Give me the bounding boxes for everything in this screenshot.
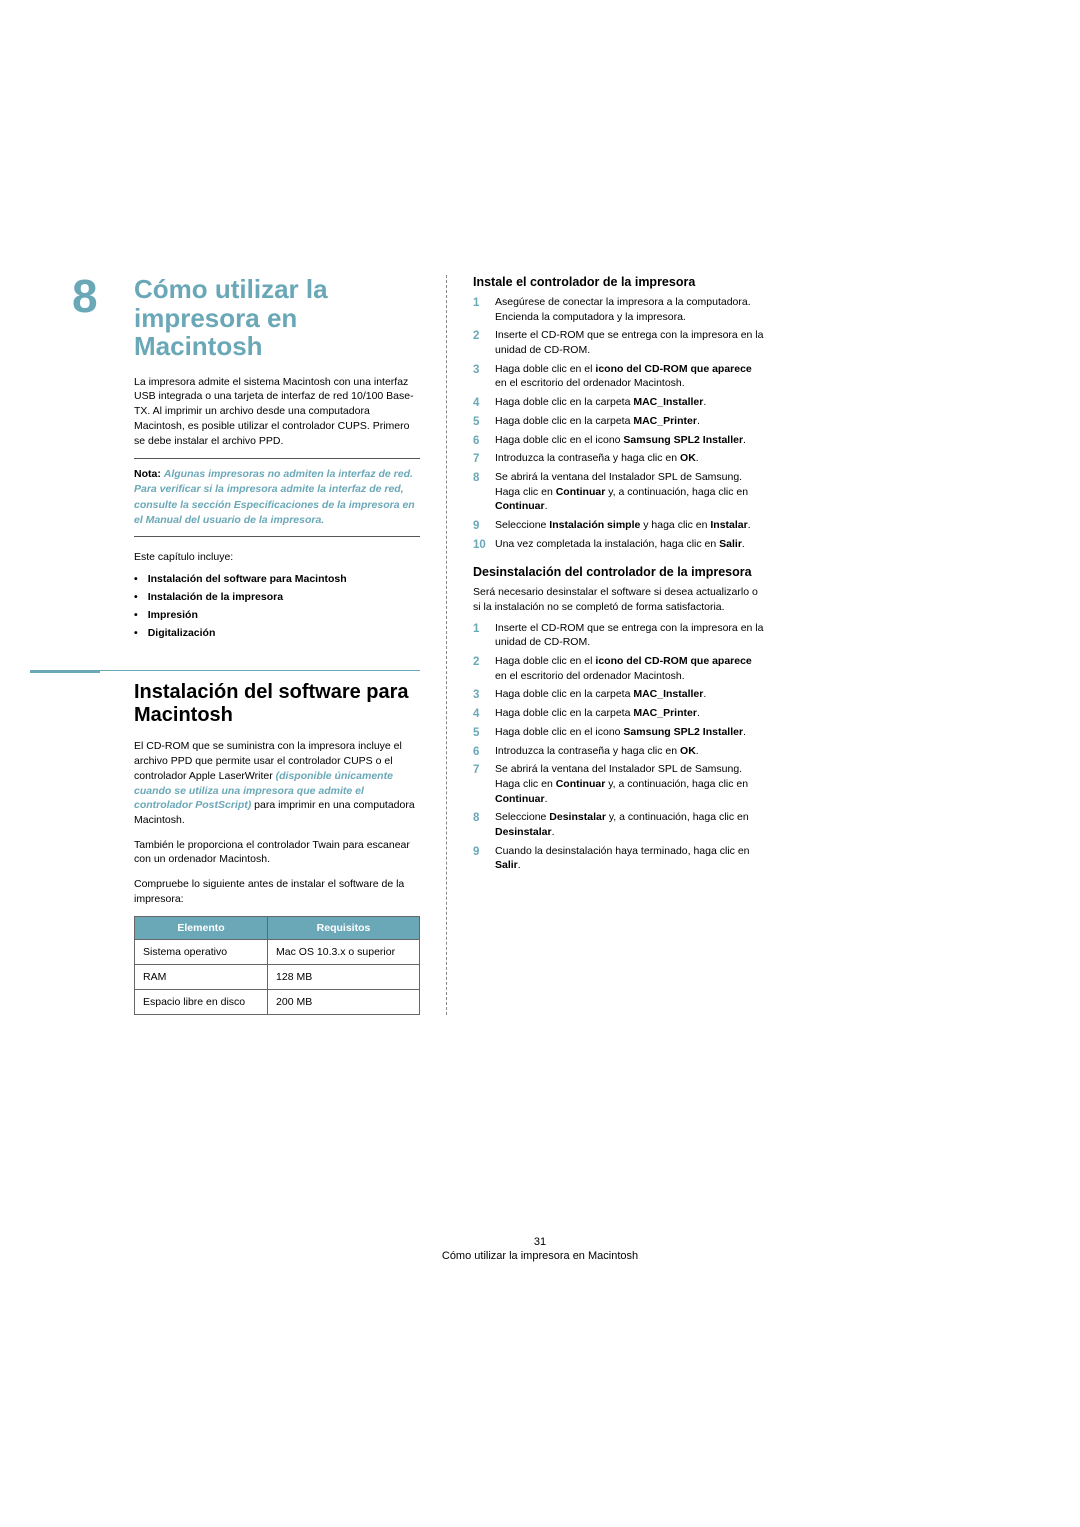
step-text: Haga doble clic en la carpeta MAC_Instal… [495, 396, 706, 408]
step-text: Seleccione Desinstalar y, a continuación… [495, 811, 749, 838]
step-text: Asegúrese de conectar la impresora a la … [495, 296, 751, 323]
step-number: 1 [473, 295, 479, 311]
step-item: 2 Inserte el CD-ROM que se entrega con la… [473, 328, 766, 357]
step-item: 6 Introduzca la contraseña y haga clic en… [473, 744, 766, 759]
step-text: Haga doble clic en el icono Samsung SPL2… [495, 726, 746, 738]
includes-intro: Este capítulo incluye: [134, 551, 420, 563]
step-text: Haga doble clic en el icono Samsung SPL2… [495, 434, 746, 446]
step-item: 5 Haga doble clic en el icono Samsung SPL… [473, 725, 766, 740]
step-number: 6 [473, 433, 479, 449]
section-para: El CD-ROM que se suministra con la impre… [134, 739, 420, 827]
step-item: 5 Haga doble clic en la carpeta MAC_Print… [473, 414, 766, 429]
table-header: Elemento [135, 917, 268, 940]
step-number: 4 [473, 395, 479, 411]
table-cell: Sistema operativo [135, 940, 268, 965]
step-text: Haga doble clic en la carpeta MAC_Instal… [495, 688, 706, 700]
uninstall-intro: Será necesario desinstalar el software s… [473, 585, 766, 614]
requirements-table: Elemento Requisitos Sistema operativo Ma… [134, 916, 420, 1015]
section-para: También le proporciona el controlador Tw… [134, 838, 420, 867]
step-number: 8 [473, 470, 479, 486]
step-item: 4 Haga doble clic en la carpeta MAC_Insta… [473, 395, 766, 410]
step-text: Introduzca la contraseña y haga clic en … [495, 745, 699, 757]
step-item: 2 Haga doble clic en el icono del CD-ROM … [473, 654, 766, 683]
step-text: Haga doble clic en el icono del CD-ROM q… [495, 363, 752, 390]
step-number: 3 [473, 362, 479, 378]
step-item: 9 Cuando la desinstalación haya terminado… [473, 844, 766, 873]
step-text: Haga doble clic en el icono del CD-ROM q… [495, 655, 752, 682]
step-number: 7 [473, 762, 479, 778]
step-number: 2 [473, 328, 479, 344]
chapter-title: Cómo utilizar la impresora en Macintosh [134, 275, 420, 361]
step-number: 4 [473, 706, 479, 722]
section-title: Instalación del software para Macintosh [134, 681, 420, 727]
table-cell: 128 MB [268, 965, 420, 990]
note-box: Nota: Algunas impresoras no admiten la i… [134, 458, 420, 537]
table-header: Requisitos [268, 917, 420, 940]
step-number: 2 [473, 654, 479, 670]
step-number: 1 [473, 621, 479, 637]
toc-list: Instalación del software para Macintosh … [134, 571, 420, 642]
note-body: Algunas impresoras no admiten la interfa… [134, 468, 415, 526]
step-text: Una vez completada la instalación, haga … [495, 538, 745, 550]
table-row: RAM 128 MB [135, 965, 420, 990]
table-row: Sistema operativo Mac OS 10.3.x o superi… [135, 940, 420, 965]
step-number: 6 [473, 744, 479, 760]
table-row: Espacio libre en disco 200 MB [135, 990, 420, 1015]
chapter-intro: La impresora admite el sistema Macintosh… [134, 375, 420, 448]
step-item: 7 Se abrirá la ventana del Instalador SPL… [473, 762, 766, 806]
step-item: 3 Haga doble clic en el icono del CD-ROM … [473, 362, 766, 391]
step-number: 5 [473, 414, 479, 430]
step-text: Seleccione Instalación simple y haga cli… [495, 519, 751, 531]
left-column: 8 Cómo utilizar la impresora en Macintos… [100, 275, 420, 1015]
toc-item: Instalación de la impresora [134, 589, 420, 607]
step-number: 10 [473, 537, 486, 553]
step-number: 7 [473, 451, 479, 467]
step-number: 3 [473, 687, 479, 703]
step-item: 9 Seleccione Instalación simple y haga cl… [473, 518, 766, 533]
toc-item: Impresión [134, 607, 420, 625]
page-number: 31 [0, 1236, 1080, 1248]
step-number: 8 [473, 810, 479, 826]
step-text: Haga doble clic en la carpeta MAC_Printe… [495, 707, 700, 719]
uninstall-title: Desinstalación del controlador de la imp… [473, 565, 766, 579]
install-title: Instale el controlador de la impresora [473, 275, 766, 289]
section-para: Compruebe lo siguiente antes de instalar… [134, 877, 420, 906]
install-steps: 1 Asegúrese de conectar la impresora a la… [473, 295, 766, 551]
toc-item: Digitalización [134, 625, 420, 643]
table-cell: Espacio libre en disco [135, 990, 268, 1015]
step-number: 9 [473, 518, 479, 534]
step-text: Introduzca la contraseña y haga clic en … [495, 452, 699, 464]
step-text: Inserte el CD-ROM que se entrega con la … [495, 622, 763, 649]
footer-title: Cómo utilizar la impresora en Macintosh [0, 1250, 1080, 1262]
toc-item: Instalación del software para Macintosh [134, 571, 420, 589]
step-text: Se abrirá la ventana del Instalador SPL … [495, 471, 748, 512]
right-column: Instale el controlador de la impresora 1… [446, 275, 766, 1015]
step-item: 1 Asegúrese de conectar la impresora a la… [473, 295, 766, 324]
step-number: 9 [473, 844, 479, 860]
step-number: 5 [473, 725, 479, 741]
note-label: Nota: [134, 468, 161, 480]
step-item: 6 Haga doble clic en el icono Samsung SPL… [473, 433, 766, 448]
step-item: 1 Inserte el CD-ROM que se entrega con la… [473, 621, 766, 650]
step-text: Se abrirá la ventana del Instalador SPL … [495, 763, 748, 804]
uninstall-steps: 1 Inserte el CD-ROM que se entrega con la… [473, 621, 766, 873]
step-item: 8 Seleccione Desinstalar y, a continuació… [473, 810, 766, 839]
step-item: 3 Haga doble clic en la carpeta MAC_Insta… [473, 687, 766, 702]
step-text: Haga doble clic en la carpeta MAC_Printe… [495, 415, 700, 427]
section-divider [30, 670, 420, 671]
table-cell: Mac OS 10.3.x o superior [268, 940, 420, 965]
table-cell: 200 MB [268, 990, 420, 1015]
step-item: 7 Introduzca la contraseña y haga clic en… [473, 451, 766, 466]
step-item: 10 Una vez completada la instalación, hag… [473, 537, 766, 552]
page-footer: 31 Cómo utilizar la impresora en Macinto… [0, 1236, 1080, 1262]
table-cell: RAM [135, 965, 268, 990]
chapter-number: 8 [72, 269, 98, 323]
step-item: 8 Se abrirá la ventana del Instalador SPL… [473, 470, 766, 514]
step-text: Cuando la desinstalación haya terminado,… [495, 845, 750, 872]
step-text: Inserte el CD-ROM que se entrega con la … [495, 329, 763, 356]
step-item: 4 Haga doble clic en la carpeta MAC_Print… [473, 706, 766, 721]
